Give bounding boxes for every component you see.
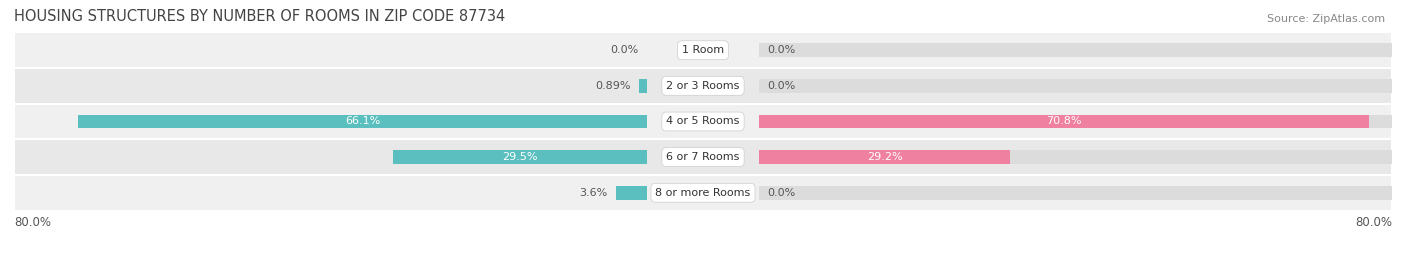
Bar xyxy=(0,186,14,200)
Bar xyxy=(14,139,1392,175)
Text: 3.6%: 3.6% xyxy=(579,188,607,198)
Bar xyxy=(759,115,1368,128)
Bar xyxy=(759,150,1011,164)
Bar xyxy=(77,115,647,128)
Text: Source: ZipAtlas.com: Source: ZipAtlas.com xyxy=(1267,14,1385,23)
Text: 80.0%: 80.0% xyxy=(14,216,51,229)
Bar xyxy=(640,79,647,93)
Bar xyxy=(394,150,647,164)
Text: 70.8%: 70.8% xyxy=(1046,116,1081,127)
Text: 4 or 5 Rooms: 4 or 5 Rooms xyxy=(666,116,740,127)
Text: 6 or 7 Rooms: 6 or 7 Rooms xyxy=(666,152,740,162)
Bar xyxy=(0,150,14,164)
Text: 1 Room: 1 Room xyxy=(682,45,724,55)
Bar xyxy=(14,32,1392,68)
Text: HOUSING STRUCTURES BY NUMBER OF ROOMS IN ZIP CODE 87734: HOUSING STRUCTURES BY NUMBER OF ROOMS IN… xyxy=(14,9,505,24)
Bar xyxy=(14,68,1392,104)
Bar xyxy=(0,43,14,57)
Text: 2 or 3 Rooms: 2 or 3 Rooms xyxy=(666,81,740,91)
Text: 8 or more Rooms: 8 or more Rooms xyxy=(655,188,751,198)
Bar xyxy=(0,115,14,128)
Bar xyxy=(14,175,1392,211)
Text: 0.0%: 0.0% xyxy=(610,45,638,55)
Text: 0.0%: 0.0% xyxy=(768,45,796,55)
Bar xyxy=(0,79,14,93)
Text: 0.89%: 0.89% xyxy=(595,81,631,91)
Bar xyxy=(759,43,1392,57)
Text: 0.0%: 0.0% xyxy=(768,81,796,91)
Text: 80.0%: 80.0% xyxy=(1355,216,1392,229)
Text: 29.2%: 29.2% xyxy=(868,152,903,162)
Bar xyxy=(759,115,1392,128)
Text: 29.5%: 29.5% xyxy=(502,152,537,162)
Bar xyxy=(759,186,1392,200)
Bar xyxy=(759,79,1392,93)
Text: 66.1%: 66.1% xyxy=(344,116,380,127)
Bar xyxy=(759,150,1392,164)
Text: 0.0%: 0.0% xyxy=(768,188,796,198)
Bar xyxy=(616,186,647,200)
Bar xyxy=(14,104,1392,139)
